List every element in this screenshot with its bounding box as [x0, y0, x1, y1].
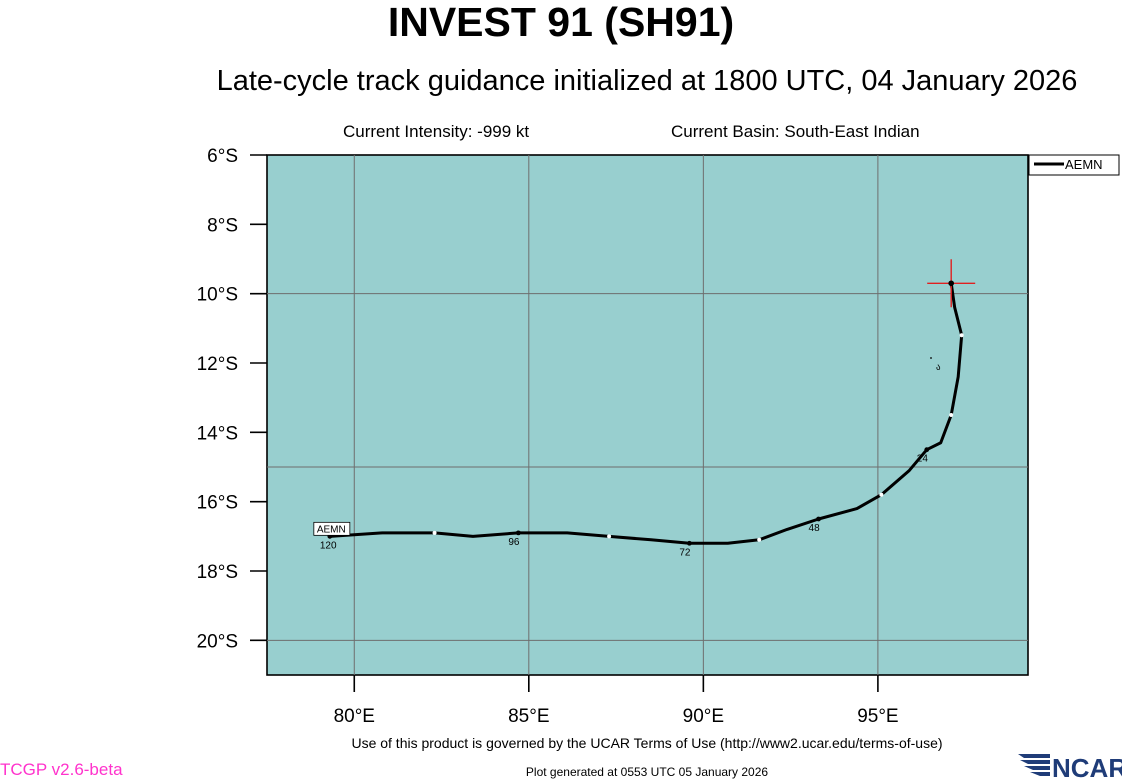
track-point: [757, 537, 762, 542]
lat-tick-label: 18°S: [197, 562, 238, 583]
plot-generated-time: Plot generated at 0553 UTC 05 January 20…: [525, 765, 769, 779]
version-label: TCGP v2.6-beta: [0, 760, 123, 779]
forecast-hour-label: 72: [679, 547, 691, 558]
plot-title: INVEST 91 (SH91): [387, 0, 735, 45]
forecast-hour-label: 120: [320, 540, 337, 551]
lat-tick-label: 20°S: [197, 631, 238, 652]
lat-tick-label: 10°S: [197, 285, 238, 306]
legend-label-aemn: AEMN: [1065, 157, 1103, 172]
track-point: [959, 333, 964, 338]
lat-tick-label: 16°S: [197, 493, 238, 514]
track-end-label: AEMN: [317, 524, 346, 535]
track-line-aemn: [329, 283, 964, 545]
ncar-logo-text: NCAR: [1052, 753, 1122, 780]
track-end-label-box: [313, 521, 351, 536]
forecast-hour-label: 96: [508, 537, 520, 548]
forecast-hour-label: 48: [809, 523, 821, 534]
ncar-logo: NCAR: [1018, 753, 1122, 780]
lat-tick-label: 14°S: [197, 423, 238, 444]
track-point: [816, 516, 821, 522]
aemn-track: 24 48 72 96 120 AEMN ა: [313, 283, 964, 558]
lat-tick-label: 6°S: [207, 146, 238, 167]
legend-box: [1028, 154, 1120, 176]
current-intensity-label: Current Intensity: -999 kt: [343, 122, 530, 141]
legend: AEMN: [1028, 154, 1120, 176]
current-basin-label: Current Basin: South-East Indian: [671, 122, 920, 141]
track-point: [432, 530, 437, 535]
track-point: [607, 534, 612, 539]
current-position-marker: [927, 259, 976, 308]
track-point: [924, 447, 930, 453]
track-point: [879, 492, 884, 497]
ncar-logo-mark: [1018, 754, 1050, 776]
ocean-area: [266, 154, 1029, 676]
stray-glyph: ა: [936, 363, 941, 373]
track-point: [949, 413, 954, 417]
current-position-dot: [948, 280, 955, 287]
lat-tick-label: 12°S: [197, 354, 238, 375]
plot-subtitle: Late-cycle track guidance initialized at…: [216, 65, 1078, 97]
lon-tick-label: 80°E: [334, 706, 375, 727]
axis-ticks: 6°S 8°S 10°S 12°S 14°S 16°S 18°S 20°S 80°E 85°E 90…: [197, 146, 899, 727]
lon-tick-label: 95°E: [857, 706, 898, 727]
stray-dot: [930, 357, 932, 359]
lon-tick-label: 90°E: [683, 706, 724, 727]
lon-tick-label: 85°E: [508, 706, 549, 727]
forecast-hour-label: 24: [917, 454, 929, 465]
lat-tick-label: 8°S: [207, 215, 238, 236]
map-gridlines: [267, 155, 1028, 675]
terms-of-use-notice: Use of this product is governed by the U…: [351, 735, 943, 751]
track-point: [686, 540, 692, 546]
track-point: [515, 530, 521, 536]
